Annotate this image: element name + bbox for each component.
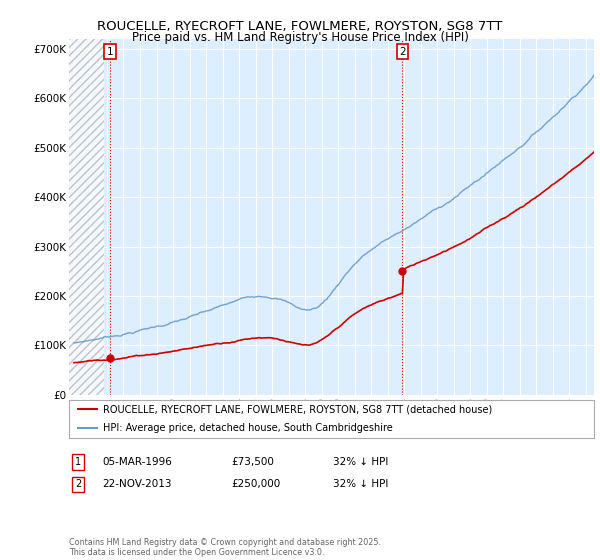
- Text: 2: 2: [75, 479, 81, 489]
- Text: Price paid vs. HM Land Registry's House Price Index (HPI): Price paid vs. HM Land Registry's House …: [131, 31, 469, 44]
- Text: 22-NOV-2013: 22-NOV-2013: [102, 479, 172, 489]
- Text: 1: 1: [75, 457, 81, 467]
- Text: ROUCELLE, RYECROFT LANE, FOWLMERE, ROYSTON, SG8 7TT (detached house): ROUCELLE, RYECROFT LANE, FOWLMERE, ROYST…: [103, 404, 493, 414]
- Text: 32% ↓ HPI: 32% ↓ HPI: [333, 457, 388, 467]
- Text: £73,500: £73,500: [231, 457, 274, 467]
- Text: 05-MAR-1996: 05-MAR-1996: [102, 457, 172, 467]
- Text: HPI: Average price, detached house, South Cambridgeshire: HPI: Average price, detached house, Sout…: [103, 423, 393, 433]
- Text: £250,000: £250,000: [231, 479, 280, 489]
- Text: 1: 1: [107, 46, 113, 57]
- Text: 32% ↓ HPI: 32% ↓ HPI: [333, 479, 388, 489]
- Text: 2: 2: [399, 46, 406, 57]
- Text: ROUCELLE, RYECROFT LANE, FOWLMERE, ROYSTON, SG8 7TT: ROUCELLE, RYECROFT LANE, FOWLMERE, ROYST…: [97, 20, 503, 32]
- Text: Contains HM Land Registry data © Crown copyright and database right 2025.
This d: Contains HM Land Registry data © Crown c…: [69, 538, 381, 557]
